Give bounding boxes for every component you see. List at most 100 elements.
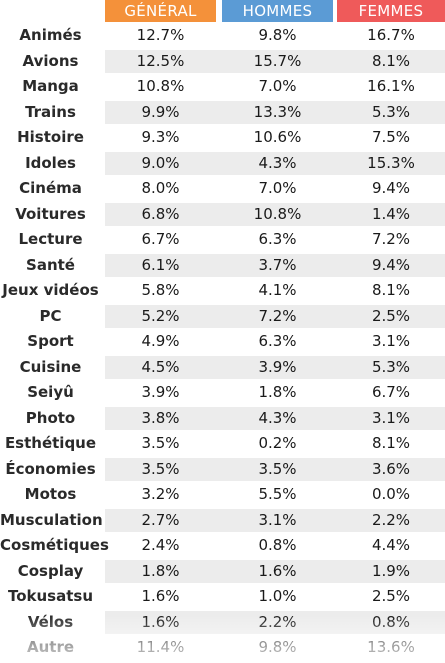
hommes-value: 4.1% <box>258 281 297 299</box>
row-label: Tokusatsu <box>7 587 94 605</box>
row-stripe <box>105 253 445 277</box>
general-value: 11.4% <box>136 638 185 656</box>
hommes-value: 6.3% <box>258 332 297 350</box>
general-value: 2.7% <box>141 510 180 529</box>
hommes-value: 10.6% <box>253 128 302 146</box>
table-row: Santé 6.1% 3.7% 9.4% <box>0 253 445 279</box>
femmes-value: 15.3% <box>367 153 415 172</box>
femmes-value: 1.9% <box>371 561 411 580</box>
general-value: 9.3% <box>141 128 180 146</box>
table-row: Motos 3.2% 5.5% 0.0% <box>0 482 445 508</box>
general-value: 3.5% <box>141 459 180 478</box>
table-row: PC 5.2% 7.2% 2.5% <box>0 304 445 330</box>
table-row: Tokusatsu 1.6% 1.0% 2.5% <box>0 584 445 610</box>
row-stripe <box>105 151 445 175</box>
table-row: Manga 10.8% 7.0% 16.1% <box>0 74 445 100</box>
hommes-value: 2.2% <box>258 612 297 631</box>
table-row: Lecture 6.7% 6.3% 7.2% <box>0 227 445 253</box>
general-value: 4.5% <box>141 357 180 376</box>
row-label: Santé <box>26 255 75 274</box>
table-row: Seiyû 3.9% 1.8% 6.7% <box>0 380 445 406</box>
row-label: Manga <box>22 77 79 95</box>
general-value: 12.5% <box>136 51 185 70</box>
table-row: Avions 12.5% 15.7% 8.1% <box>0 49 445 75</box>
row-label: Idoles <box>25 153 76 172</box>
hommes-value: 7.0% <box>258 179 297 197</box>
general-value: 3.9% <box>141 383 180 401</box>
row-label: Économies <box>5 459 96 478</box>
table-header: GÉNÉRAL HOMMES FEMMES <box>0 0 445 22</box>
femmes-value: 9.4% <box>371 255 411 274</box>
general-value: 3.5% <box>141 434 180 452</box>
general-value: 3.8% <box>141 408 180 427</box>
row-label: PC <box>39 306 62 325</box>
hommes-value: 9.8% <box>258 26 297 44</box>
row-stripe <box>105 406 445 430</box>
general-value: 5.2% <box>141 306 180 325</box>
hommes-value: 10.8% <box>253 204 302 223</box>
row-label: Histoire <box>17 128 84 146</box>
hommes-value: 5.5% <box>258 485 297 503</box>
table-row: Cuisine 4.5% 3.9% 5.3% <box>0 355 445 381</box>
row-label: Cinéma <box>19 179 82 197</box>
row-label: Esthétique <box>4 434 97 452</box>
table-row: Musculation 2.7% 3.1% 2.2% <box>0 508 445 534</box>
femmes-value: 5.3% <box>371 357 411 376</box>
row-label: Seiyû <box>27 383 74 401</box>
row-stripe <box>105 304 445 328</box>
femmes-value: 13.6% <box>367 638 415 656</box>
row-label: Motos <box>24 485 77 503</box>
row-label: Avions <box>22 51 79 70</box>
hommes-value: 7.0% <box>258 77 297 95</box>
general-value: 6.1% <box>141 255 180 274</box>
hommes-value: 3.1% <box>258 510 297 529</box>
femmes-value: 7.2% <box>371 230 411 248</box>
header-general: GÉNÉRAL <box>105 0 216 22</box>
femmes-value: 3.6% <box>371 459 411 478</box>
general-value: 1.6% <box>141 612 180 631</box>
hommes-value: 6.3% <box>258 230 297 248</box>
hommes-value: 4.3% <box>258 408 297 427</box>
femmes-value: 16.1% <box>367 77 415 95</box>
hommes-value: 1.6% <box>258 561 297 580</box>
femmes-value: 2.5% <box>371 306 411 325</box>
femmes-value: 0.8% <box>371 612 411 631</box>
table-row: Trains 9.9% 13.3% 5.3% <box>0 100 445 126</box>
row-label: Musculation <box>0 510 103 529</box>
femmes-value: 4.4% <box>371 536 411 554</box>
femmes-value: 0.0% <box>371 485 411 503</box>
table-row: Économies 3.5% 3.5% 3.6% <box>0 457 445 483</box>
table-row: Sport 4.9% 6.3% 3.1% <box>0 329 445 355</box>
femmes-value: 7.5% <box>371 128 411 146</box>
general-value: 6.7% <box>141 230 180 248</box>
row-label: Lecture <box>18 230 83 248</box>
hommes-value: 9.8% <box>258 638 297 656</box>
row-label: Cuisine <box>19 357 82 376</box>
general-value: 1.6% <box>141 587 180 605</box>
row-label: Voitures <box>15 204 86 223</box>
table-row: Histoire 9.3% 10.6% 7.5% <box>0 125 445 151</box>
general-value: 8.0% <box>141 179 180 197</box>
femmes-value: 5.3% <box>371 102 411 121</box>
row-stripe <box>105 355 445 379</box>
femmes-value: 3.1% <box>371 332 411 350</box>
row-stripe <box>105 49 445 73</box>
general-value: 3.2% <box>141 485 180 503</box>
general-value: 6.8% <box>141 204 180 223</box>
row-label: Photo <box>25 408 76 427</box>
table-row: Photo 3.8% 4.3% 3.1% <box>0 406 445 432</box>
femmes-value: 9.4% <box>371 179 411 197</box>
general-value: 5.8% <box>141 281 180 299</box>
row-label: Vélos <box>27 612 74 631</box>
table-row: Esthétique 3.5% 0.2% 8.1% <box>0 431 445 457</box>
general-value: 10.8% <box>136 77 185 95</box>
row-label: Sport <box>27 332 74 350</box>
table-row: Voitures 6.8% 10.8% 1.4% <box>0 202 445 228</box>
row-label: Autre <box>26 638 75 656</box>
hommes-value: 1.0% <box>258 587 297 605</box>
general-value: 9.9% <box>141 102 180 121</box>
table-row: Animés 12.7% 9.8% 16.7% <box>0 23 445 49</box>
hommes-value: 3.5% <box>258 459 297 478</box>
femmes-value: 3.1% <box>371 408 411 427</box>
table-row: Autre 11.4% 9.8% 13.6% <box>0 635 445 661</box>
